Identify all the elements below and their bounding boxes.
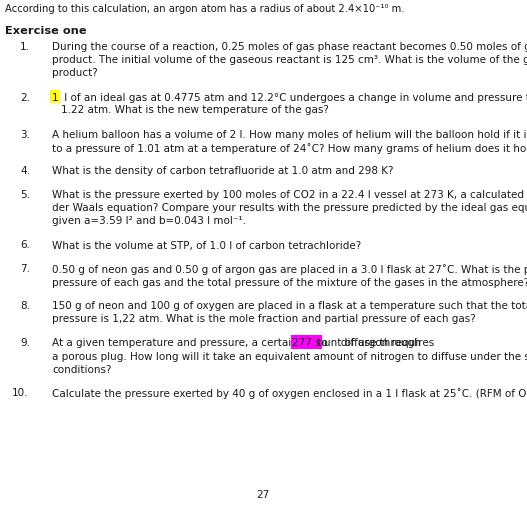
Text: 150 g of neon and 100 g of oxygen are placed in a flask at a temperature such th: 150 g of neon and 100 g of oxygen are pl… (52, 300, 527, 323)
Text: At a given temperature and pressure, a certain amount of argon requires: At a given temperature and pressure, a c… (52, 337, 437, 347)
Text: What is the pressure exerted by 100 moles of CO2 in a 22.4 l vessel at 273 K, a : What is the pressure exerted by 100 mole… (52, 189, 527, 225)
Text: 27: 27 (256, 489, 270, 499)
Text: 8.: 8. (20, 300, 30, 311)
Text: 1.: 1. (20, 42, 30, 52)
Text: 5.: 5. (20, 189, 30, 199)
Text: What is the density of carbon tetrafluoride at 1.0 atm and 298 K?: What is the density of carbon tetrafluor… (52, 166, 394, 176)
Text: 6.: 6. (20, 240, 30, 250)
Text: What is the volume at STP, of 1.0 l of carbon tetrachloride?: What is the volume at STP, of 1.0 l of c… (52, 240, 361, 250)
Text: 9.: 9. (20, 337, 30, 347)
Text: During the course of a reaction, 0.25 moles of gas phase reactant becomes 0.50 m: During the course of a reaction, 0.25 mo… (52, 42, 527, 77)
Text: 0.50 g of neon gas and 0.50 g of argon gas are placed in a 3.0 l flask at 27˚C. : 0.50 g of neon gas and 0.50 g of argon g… (52, 264, 527, 287)
Text: Calculate the pressure exerted by 40 g of oxygen enclosed in a 1 l flask at 25˚C: Calculate the pressure exerted by 40 g o… (52, 388, 527, 398)
Text: 1: 1 (52, 92, 58, 103)
Text: Exercise one: Exercise one (5, 26, 86, 36)
Text: 4.: 4. (20, 166, 30, 176)
Text: to    diffuse through: to diffuse through (314, 337, 421, 347)
Text: 7.: 7. (20, 264, 30, 274)
Text: 277 s: 277 s (292, 337, 321, 347)
Text: l of an ideal gas at 0.4775 atm and 12.2°C undergoes a change in volume and pres: l of an ideal gas at 0.4775 atm and 12.2… (61, 92, 527, 115)
Text: conditions?: conditions? (52, 364, 112, 374)
Text: a porous plug. How long will it take an equivalent amount of nitrogen to diffuse: a porous plug. How long will it take an … (52, 351, 527, 361)
Text: A helium balloon has a volume of 2 l. How many moles of helium will the balloon : A helium balloon has a volume of 2 l. Ho… (52, 129, 527, 153)
Text: 2.: 2. (20, 92, 30, 103)
Text: 10.: 10. (12, 388, 28, 398)
Text: According to this calculation, an argon atom has a radius of about 2.4×10⁻¹⁰ m.: According to this calculation, an argon … (5, 4, 405, 14)
Text: 3.: 3. (20, 129, 30, 139)
